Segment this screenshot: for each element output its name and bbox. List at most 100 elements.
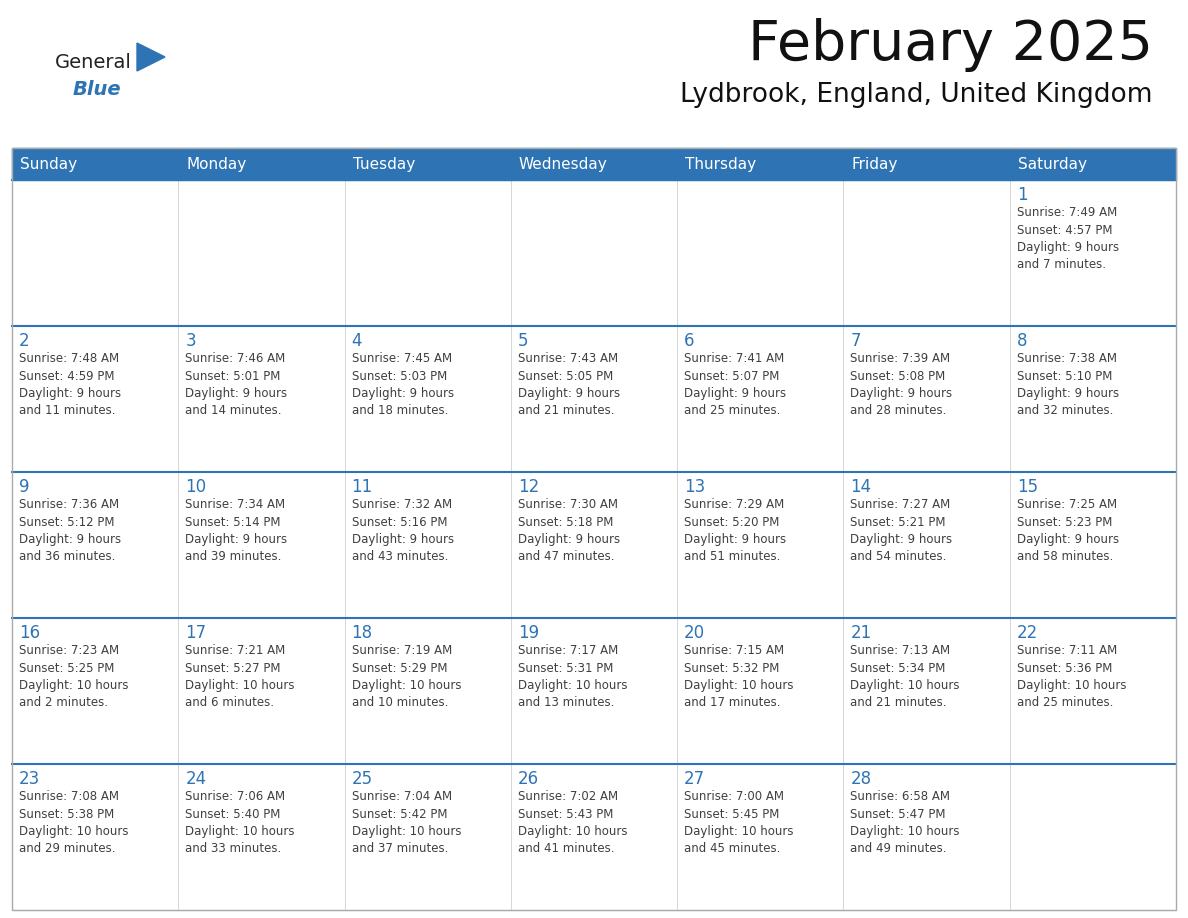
Text: Sunday: Sunday [20, 156, 77, 172]
Text: Sunrise: 7:46 AM
Sunset: 5:01 PM
Daylight: 9 hours
and 14 minutes.: Sunrise: 7:46 AM Sunset: 5:01 PM Dayligh… [185, 352, 287, 418]
Bar [677, 326, 843, 472]
Bar [12, 472, 178, 618]
Text: 15: 15 [1017, 478, 1038, 496]
Bar [511, 326, 677, 472]
Text: Blue: Blue [72, 80, 121, 99]
Text: Sunrise: 7:25 AM
Sunset: 5:23 PM
Daylight: 9 hours
and 58 minutes.: Sunrise: 7:25 AM Sunset: 5:23 PM Dayligh… [1017, 498, 1119, 564]
Bar [677, 472, 843, 618]
Text: Sunrise: 7:00 AM
Sunset: 5:45 PM
Daylight: 10 hours
and 45 minutes.: Sunrise: 7:00 AM Sunset: 5:45 PM Dayligh… [684, 790, 794, 856]
Bar [1010, 472, 1176, 618]
Bar [178, 180, 345, 326]
Text: 5: 5 [518, 332, 529, 350]
Text: Lydbrook, England, United Kingdom: Lydbrook, England, United Kingdom [681, 82, 1154, 108]
Text: Sunrise: 7:48 AM
Sunset: 4:59 PM
Daylight: 9 hours
and 11 minutes.: Sunrise: 7:48 AM Sunset: 4:59 PM Dayligh… [19, 352, 121, 418]
Text: 13: 13 [684, 478, 706, 496]
Text: Sunrise: 6:58 AM
Sunset: 5:47 PM
Daylight: 10 hours
and 49 minutes.: Sunrise: 6:58 AM Sunset: 5:47 PM Dayligh… [851, 790, 960, 856]
Text: Sunrise: 7:38 AM
Sunset: 5:10 PM
Daylight: 9 hours
and 32 minutes.: Sunrise: 7:38 AM Sunset: 5:10 PM Dayligh… [1017, 352, 1119, 418]
Text: Sunrise: 7:43 AM
Sunset: 5:05 PM
Daylight: 9 hours
and 21 minutes.: Sunrise: 7:43 AM Sunset: 5:05 PM Dayligh… [518, 352, 620, 418]
Text: Sunrise: 7:27 AM
Sunset: 5:21 PM
Daylight: 9 hours
and 54 minutes.: Sunrise: 7:27 AM Sunset: 5:21 PM Dayligh… [851, 498, 953, 564]
Text: February 2025: February 2025 [748, 18, 1154, 72]
Text: 27: 27 [684, 770, 706, 788]
Text: 28: 28 [851, 770, 872, 788]
Text: Tuesday: Tuesday [353, 156, 415, 172]
Bar [345, 326, 511, 472]
Bar [1010, 618, 1176, 764]
Text: Sunrise: 7:49 AM
Sunset: 4:57 PM
Daylight: 9 hours
and 7 minutes.: Sunrise: 7:49 AM Sunset: 4:57 PM Dayligh… [1017, 206, 1119, 272]
Bar [511, 764, 677, 910]
Text: 23: 23 [19, 770, 40, 788]
Bar [12, 148, 178, 180]
Bar [345, 472, 511, 618]
Text: Thursday: Thursday [685, 156, 757, 172]
Text: 7: 7 [851, 332, 861, 350]
Text: 22: 22 [1017, 624, 1038, 642]
Text: Sunrise: 7:39 AM
Sunset: 5:08 PM
Daylight: 9 hours
and 28 minutes.: Sunrise: 7:39 AM Sunset: 5:08 PM Dayligh… [851, 352, 953, 418]
Text: 19: 19 [518, 624, 539, 642]
Bar [12, 618, 178, 764]
Bar [345, 148, 511, 180]
Bar [1010, 148, 1176, 180]
Text: 17: 17 [185, 624, 207, 642]
Text: 24: 24 [185, 770, 207, 788]
Bar [12, 180, 178, 326]
Bar [677, 148, 843, 180]
Bar [178, 326, 345, 472]
Text: 20: 20 [684, 624, 706, 642]
Text: Sunrise: 7:41 AM
Sunset: 5:07 PM
Daylight: 9 hours
and 25 minutes.: Sunrise: 7:41 AM Sunset: 5:07 PM Dayligh… [684, 352, 786, 418]
Bar [511, 618, 677, 764]
Text: 8: 8 [1017, 332, 1028, 350]
Text: Sunrise: 7:02 AM
Sunset: 5:43 PM
Daylight: 10 hours
and 41 minutes.: Sunrise: 7:02 AM Sunset: 5:43 PM Dayligh… [518, 790, 627, 856]
Text: Sunrise: 7:06 AM
Sunset: 5:40 PM
Daylight: 10 hours
and 33 minutes.: Sunrise: 7:06 AM Sunset: 5:40 PM Dayligh… [185, 790, 295, 856]
Text: Sunrise: 7:29 AM
Sunset: 5:20 PM
Daylight: 9 hours
and 51 minutes.: Sunrise: 7:29 AM Sunset: 5:20 PM Dayligh… [684, 498, 786, 564]
Bar [843, 764, 1010, 910]
Bar [511, 472, 677, 618]
Text: Friday: Friday [852, 156, 898, 172]
Text: Sunrise: 7:08 AM
Sunset: 5:38 PM
Daylight: 10 hours
and 29 minutes.: Sunrise: 7:08 AM Sunset: 5:38 PM Dayligh… [19, 790, 128, 856]
Text: Sunrise: 7:13 AM
Sunset: 5:34 PM
Daylight: 10 hours
and 21 minutes.: Sunrise: 7:13 AM Sunset: 5:34 PM Dayligh… [851, 644, 960, 710]
Bar [12, 148, 1176, 910]
Text: Sunrise: 7:36 AM
Sunset: 5:12 PM
Daylight: 9 hours
and 36 minutes.: Sunrise: 7:36 AM Sunset: 5:12 PM Dayligh… [19, 498, 121, 564]
Bar [178, 472, 345, 618]
Text: 11: 11 [352, 478, 373, 496]
Bar [843, 326, 1010, 472]
Bar [178, 148, 345, 180]
Text: 16: 16 [19, 624, 40, 642]
Bar [677, 764, 843, 910]
Bar [511, 148, 677, 180]
Bar [1010, 764, 1176, 910]
Text: 12: 12 [518, 478, 539, 496]
Bar [843, 180, 1010, 326]
Text: Sunrise: 7:45 AM
Sunset: 5:03 PM
Daylight: 9 hours
and 18 minutes.: Sunrise: 7:45 AM Sunset: 5:03 PM Dayligh… [352, 352, 454, 418]
Text: Sunrise: 7:34 AM
Sunset: 5:14 PM
Daylight: 9 hours
and 39 minutes.: Sunrise: 7:34 AM Sunset: 5:14 PM Dayligh… [185, 498, 287, 564]
Text: Sunrise: 7:32 AM
Sunset: 5:16 PM
Daylight: 9 hours
and 43 minutes.: Sunrise: 7:32 AM Sunset: 5:16 PM Dayligh… [352, 498, 454, 564]
Bar [12, 764, 178, 910]
Text: General: General [55, 53, 132, 72]
Text: 21: 21 [851, 624, 872, 642]
Bar [1010, 326, 1176, 472]
Text: 14: 14 [851, 478, 872, 496]
Bar [843, 148, 1010, 180]
Bar [345, 618, 511, 764]
Text: Sunrise: 7:23 AM
Sunset: 5:25 PM
Daylight: 10 hours
and 2 minutes.: Sunrise: 7:23 AM Sunset: 5:25 PM Dayligh… [19, 644, 128, 710]
Text: Sunrise: 7:17 AM
Sunset: 5:31 PM
Daylight: 10 hours
and 13 minutes.: Sunrise: 7:17 AM Sunset: 5:31 PM Dayligh… [518, 644, 627, 710]
Text: Sunrise: 7:11 AM
Sunset: 5:36 PM
Daylight: 10 hours
and 25 minutes.: Sunrise: 7:11 AM Sunset: 5:36 PM Dayligh… [1017, 644, 1126, 710]
Text: 25: 25 [352, 770, 373, 788]
Text: 1: 1 [1017, 186, 1028, 204]
Text: 3: 3 [185, 332, 196, 350]
Bar [677, 180, 843, 326]
Text: Sunrise: 7:30 AM
Sunset: 5:18 PM
Daylight: 9 hours
and 47 minutes.: Sunrise: 7:30 AM Sunset: 5:18 PM Dayligh… [518, 498, 620, 564]
Bar [345, 180, 511, 326]
Text: 4: 4 [352, 332, 362, 350]
Bar [178, 618, 345, 764]
Text: Sunrise: 7:04 AM
Sunset: 5:42 PM
Daylight: 10 hours
and 37 minutes.: Sunrise: 7:04 AM Sunset: 5:42 PM Dayligh… [352, 790, 461, 856]
Bar [12, 326, 178, 472]
Bar [677, 618, 843, 764]
Text: Monday: Monday [187, 156, 247, 172]
Polygon shape [137, 43, 165, 71]
Bar [843, 618, 1010, 764]
Bar [12, 148, 1176, 180]
Text: 2: 2 [19, 332, 30, 350]
Text: 18: 18 [352, 624, 373, 642]
Bar [843, 472, 1010, 618]
Bar [345, 764, 511, 910]
